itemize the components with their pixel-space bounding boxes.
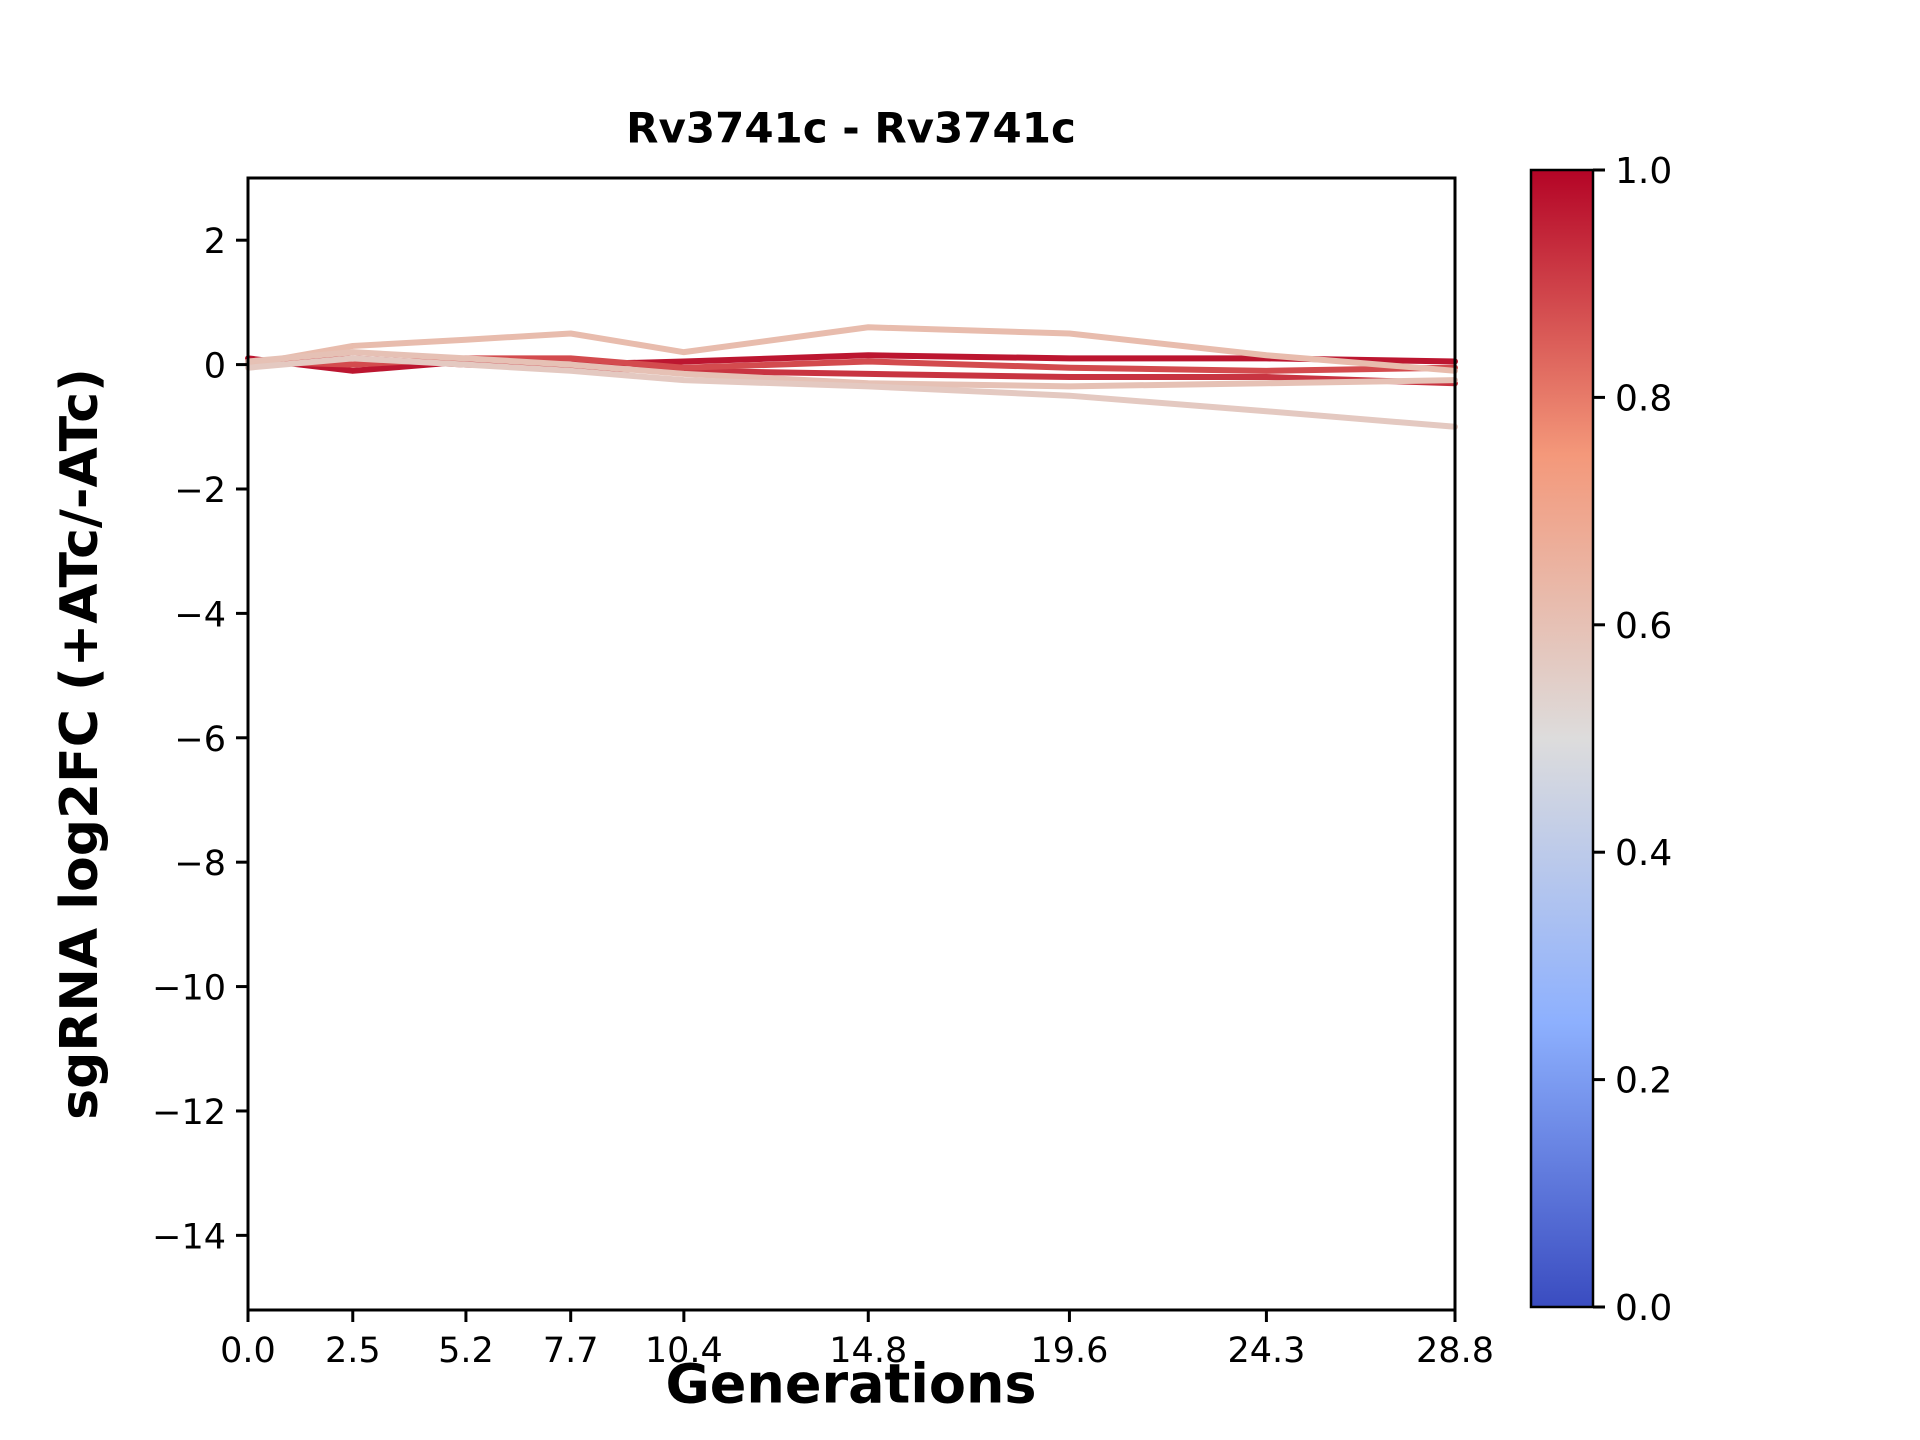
y-tick-label: −10 <box>152 969 226 1009</box>
y-tick-label: −2 <box>174 471 226 511</box>
y-axis-label: sgRNA log2FC (+ATc/-ATc) <box>50 368 110 1120</box>
series-line-5 <box>245 355 1458 430</box>
colorbar-tick-label: 0.6 <box>1615 606 1672 647</box>
axes-box <box>246 176 1457 1312</box>
series-line-3 <box>245 324 1458 374</box>
chart-title: Rv3741c - Rv3741c <box>626 103 1076 153</box>
x-tick-label: 2.5 <box>325 1331 381 1371</box>
colorbar-tick-label: 0.4 <box>1615 833 1672 874</box>
x-tick-label: 10.4 <box>645 1331 723 1371</box>
colorbar-tick-label: 0.8 <box>1615 378 1672 419</box>
x-tick-label: 7.7 <box>543 1331 599 1371</box>
series-line-4 <box>245 349 1458 390</box>
y-tick-label: −14 <box>152 1217 226 1257</box>
y-tick-label: 2 <box>204 222 226 262</box>
colorbar-tick-label: 0.0 <box>1615 1288 1672 1329</box>
colorbar-tick-label: 1.0 <box>1615 151 1672 192</box>
x-tick-label: 19.6 <box>1030 1331 1108 1371</box>
x-tick-label: 0.0 <box>220 1331 276 1371</box>
y-tick-label: −6 <box>174 720 226 760</box>
y-tick-label: −4 <box>174 595 226 635</box>
x-tick-label: 14.8 <box>829 1331 907 1371</box>
colorbar-tick-label: 0.2 <box>1615 1061 1672 1102</box>
series-line-0 <box>245 352 1458 374</box>
x-axis-label: Generations <box>665 1352 1037 1416</box>
y-tick-label: 0 <box>204 347 226 387</box>
y-tick-label: −12 <box>152 1093 226 1133</box>
colorbar <box>1529 168 1595 1309</box>
y-tick-label: −8 <box>174 844 226 884</box>
x-tick-label: 24.3 <box>1227 1331 1305 1371</box>
x-tick-label: 5.2 <box>438 1331 494 1371</box>
x-tick-label: 28.8 <box>1416 1331 1494 1371</box>
